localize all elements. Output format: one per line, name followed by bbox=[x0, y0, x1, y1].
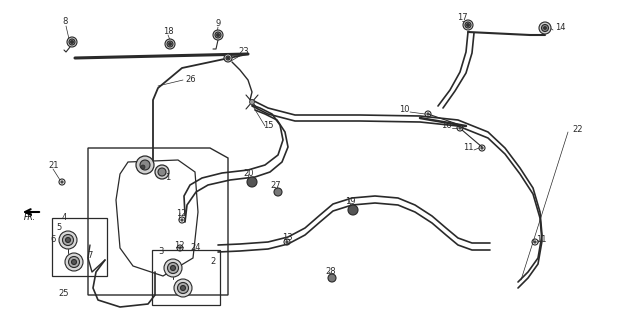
Text: 25: 25 bbox=[58, 289, 69, 298]
Circle shape bbox=[178, 283, 189, 293]
Circle shape bbox=[69, 39, 75, 45]
Text: 28: 28 bbox=[325, 268, 336, 276]
Text: 4: 4 bbox=[62, 213, 67, 222]
Circle shape bbox=[65, 237, 70, 243]
Text: 18: 18 bbox=[163, 28, 173, 36]
Circle shape bbox=[247, 177, 257, 187]
Text: 12: 12 bbox=[174, 242, 184, 251]
Text: 26: 26 bbox=[185, 76, 196, 84]
Circle shape bbox=[155, 165, 169, 179]
Bar bbox=[152, 250, 220, 305]
Text: 6: 6 bbox=[50, 236, 55, 244]
Text: 14: 14 bbox=[555, 23, 566, 33]
Circle shape bbox=[72, 260, 77, 265]
Text: 24: 24 bbox=[190, 244, 201, 252]
Circle shape bbox=[348, 205, 358, 215]
Circle shape bbox=[69, 257, 80, 268]
Text: FR.: FR. bbox=[24, 213, 36, 222]
Circle shape bbox=[328, 274, 336, 282]
Circle shape bbox=[167, 41, 173, 47]
Text: 11: 11 bbox=[464, 143, 474, 153]
Circle shape bbox=[65, 253, 83, 271]
Bar bbox=[52, 218, 107, 276]
Circle shape bbox=[227, 57, 229, 59]
Text: 22: 22 bbox=[572, 125, 583, 134]
Circle shape bbox=[174, 279, 192, 297]
Text: 11: 11 bbox=[536, 236, 546, 244]
Circle shape bbox=[70, 41, 74, 44]
Circle shape bbox=[171, 266, 176, 270]
Circle shape bbox=[286, 241, 288, 243]
Circle shape bbox=[59, 231, 77, 249]
Text: 12: 12 bbox=[176, 209, 186, 218]
Circle shape bbox=[213, 30, 223, 40]
Text: 15: 15 bbox=[263, 122, 273, 131]
Circle shape bbox=[534, 241, 536, 243]
Circle shape bbox=[274, 188, 282, 196]
Circle shape bbox=[467, 23, 470, 27]
Circle shape bbox=[217, 34, 219, 36]
Circle shape bbox=[136, 156, 154, 174]
Circle shape bbox=[164, 259, 182, 277]
Circle shape bbox=[224, 54, 232, 62]
Circle shape bbox=[61, 181, 63, 183]
Text: 7: 7 bbox=[87, 251, 92, 260]
Text: 9: 9 bbox=[216, 20, 221, 28]
Circle shape bbox=[179, 247, 181, 249]
Circle shape bbox=[539, 22, 551, 34]
Text: 20: 20 bbox=[243, 170, 254, 179]
Text: 17: 17 bbox=[457, 13, 467, 22]
Text: 13: 13 bbox=[282, 234, 293, 243]
Circle shape bbox=[459, 127, 461, 129]
Circle shape bbox=[140, 160, 150, 170]
Text: 2: 2 bbox=[210, 258, 216, 267]
Circle shape bbox=[543, 27, 546, 29]
Text: 16: 16 bbox=[441, 122, 452, 131]
Circle shape bbox=[541, 25, 548, 31]
Circle shape bbox=[168, 262, 179, 274]
Text: 23: 23 bbox=[238, 47, 249, 57]
Text: 5: 5 bbox=[56, 223, 61, 233]
Circle shape bbox=[181, 285, 186, 291]
Circle shape bbox=[427, 113, 429, 115]
Text: 27: 27 bbox=[270, 180, 280, 189]
Text: 8: 8 bbox=[62, 18, 67, 27]
Circle shape bbox=[168, 43, 171, 45]
Circle shape bbox=[165, 39, 175, 49]
Circle shape bbox=[62, 235, 74, 245]
Text: 1: 1 bbox=[165, 173, 170, 182]
Circle shape bbox=[67, 37, 77, 47]
Circle shape bbox=[465, 22, 471, 28]
Text: 19: 19 bbox=[345, 197, 356, 206]
Circle shape bbox=[215, 32, 221, 38]
Circle shape bbox=[249, 100, 255, 105]
Circle shape bbox=[158, 168, 166, 176]
Text: 21: 21 bbox=[48, 161, 59, 170]
Circle shape bbox=[226, 56, 230, 60]
Text: 10: 10 bbox=[399, 106, 410, 115]
Circle shape bbox=[181, 219, 183, 221]
Circle shape bbox=[481, 147, 483, 149]
Circle shape bbox=[141, 165, 145, 169]
Circle shape bbox=[463, 20, 473, 30]
Text: 3: 3 bbox=[158, 247, 163, 257]
